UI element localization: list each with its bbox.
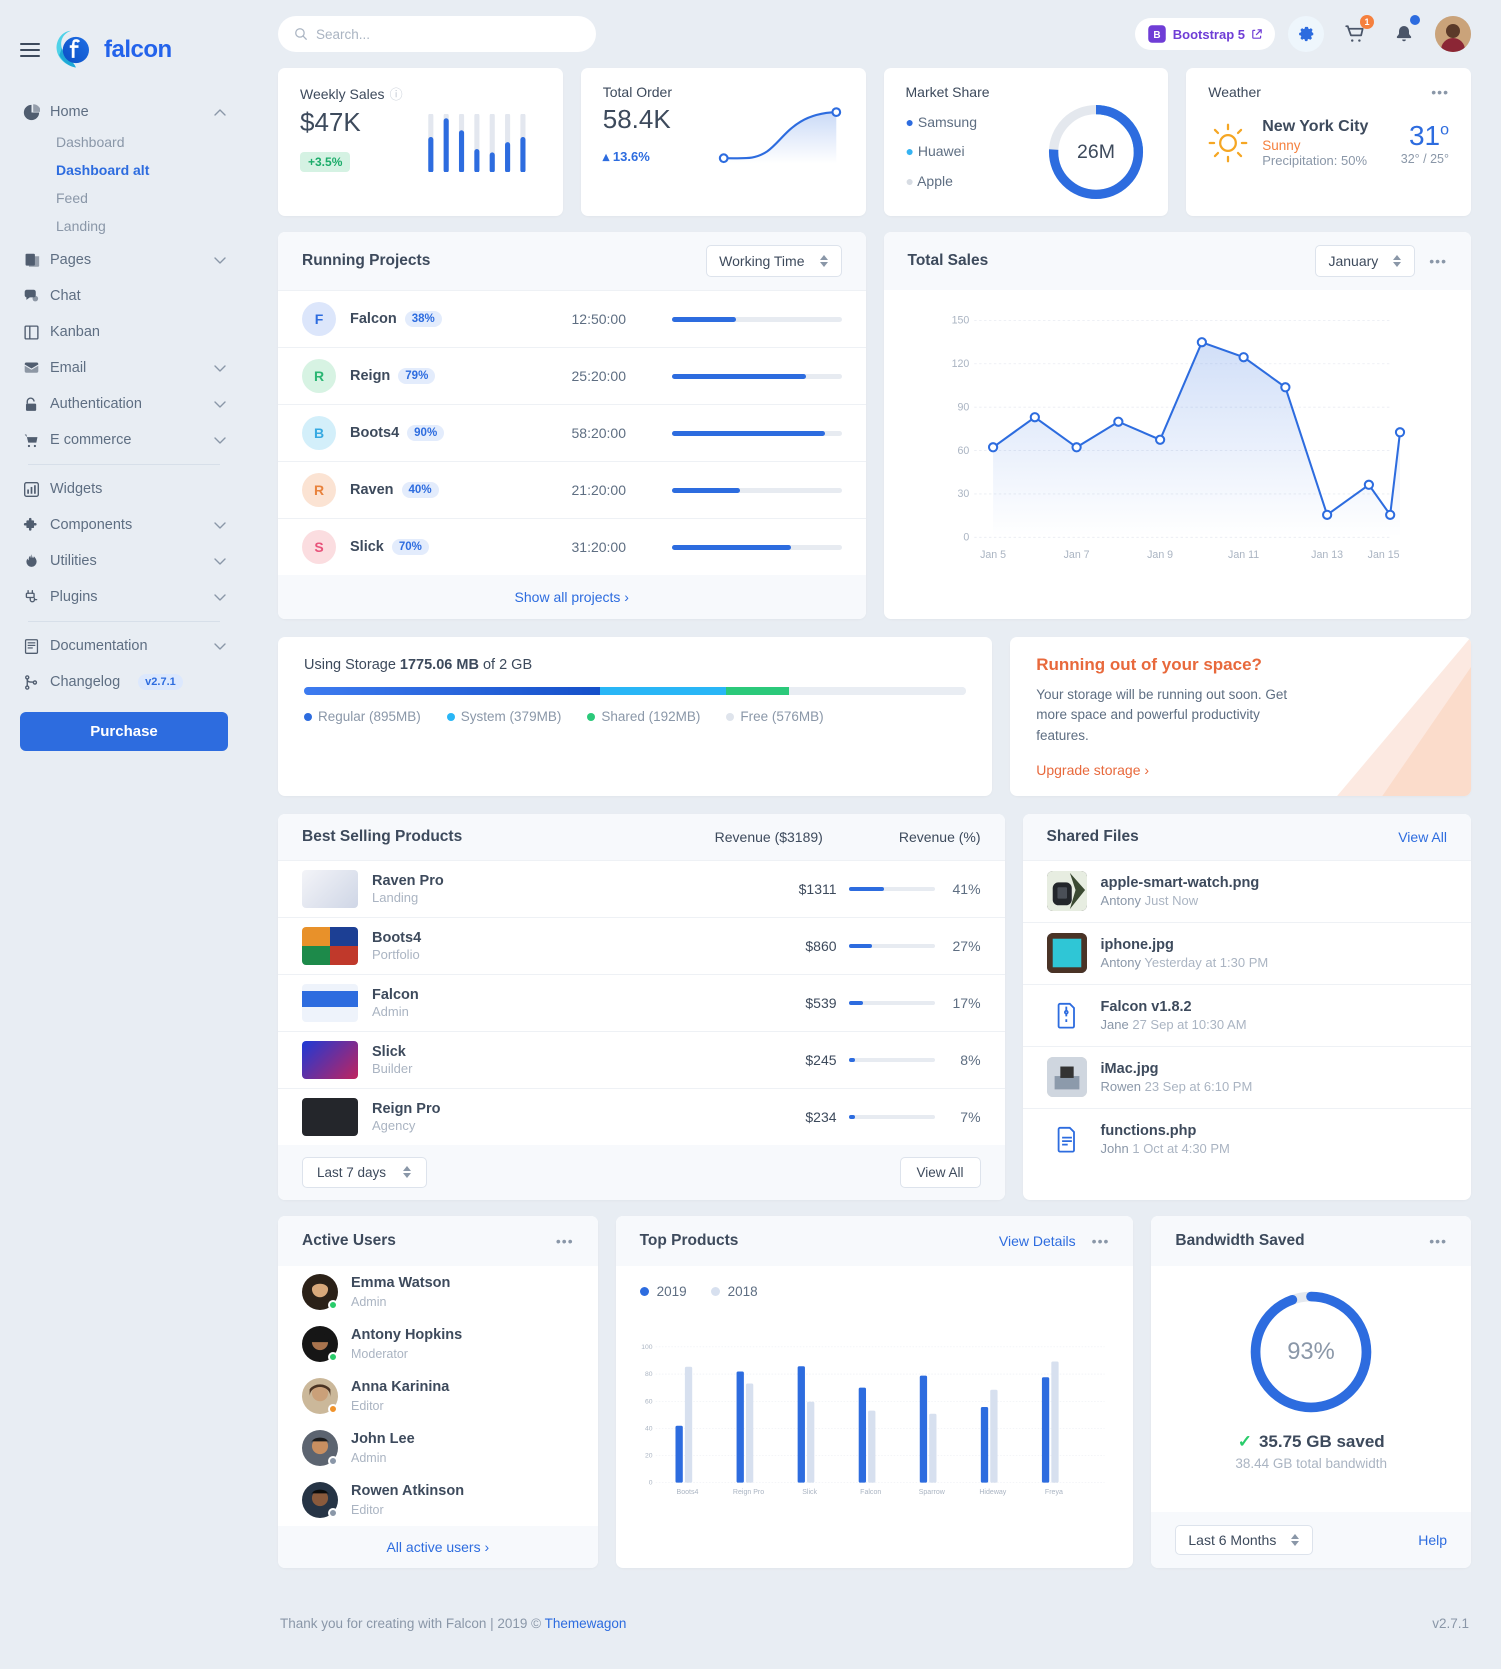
- svg-text:80: 80: [645, 1371, 653, 1378]
- svg-text:B: B: [1153, 30, 1160, 41]
- svg-text:Boots4: Boots4: [676, 1489, 698, 1496]
- svg-text:40: 40: [645, 1425, 653, 1432]
- svg-text:26M: 26M: [1077, 141, 1115, 163]
- svg-text:Jan 7: Jan 7: [1063, 549, 1089, 561]
- svg-text:0: 0: [963, 532, 969, 544]
- svg-text:Jan 9: Jan 9: [1147, 549, 1173, 561]
- svg-text:150: 150: [951, 315, 969, 327]
- svg-text:100: 100: [641, 1344, 653, 1351]
- svg-text:Jan 13: Jan 13: [1311, 549, 1343, 561]
- svg-text:Freya: Freya: [1045, 1489, 1063, 1496]
- svg-text:0: 0: [648, 1479, 652, 1486]
- svg-text:60: 60: [957, 445, 969, 457]
- svg-text:Slick: Slick: [802, 1489, 817, 1496]
- svg-text:90: 90: [957, 401, 969, 413]
- svg-text:Reign Pro: Reign Pro: [733, 1489, 764, 1496]
- svg-text:93%: 93%: [1287, 1338, 1335, 1365]
- svg-text:Jan 5: Jan 5: [980, 549, 1006, 561]
- svg-text:30: 30: [957, 488, 969, 500]
- svg-text:Falcon: Falcon: [860, 1489, 881, 1496]
- svg-text:Jan 15: Jan 15: [1367, 549, 1399, 561]
- svg-text:20: 20: [645, 1452, 653, 1459]
- svg-text:Jan 11: Jan 11: [1228, 549, 1259, 561]
- svg-text:120: 120: [951, 358, 969, 370]
- svg-text:Hideway: Hideway: [979, 1489, 1006, 1496]
- svg-text:Sparrow: Sparrow: [918, 1489, 945, 1496]
- svg-text:60: 60: [645, 1398, 653, 1405]
